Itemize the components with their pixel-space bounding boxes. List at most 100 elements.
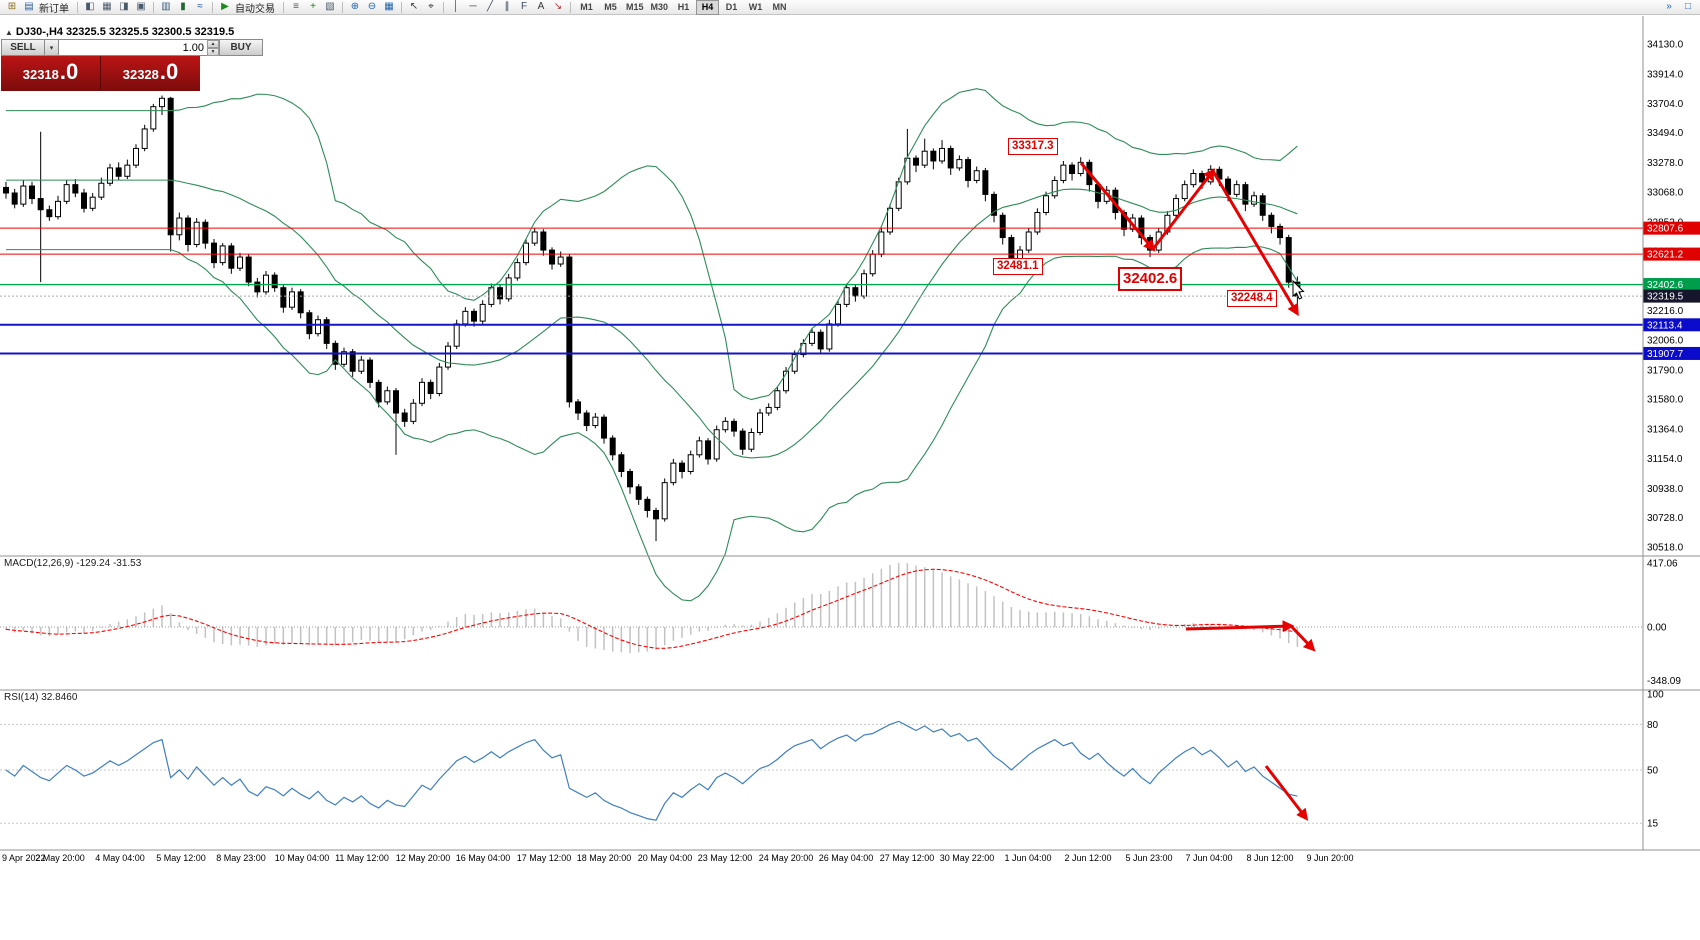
volume-down-button[interactable]: ▼ <box>207 48 219 56</box>
vertical-line-icon[interactable]: │ <box>452 1 460 12</box>
price-badge <box>1643 318 1700 332</box>
expand-icon[interactable]: □ <box>1684 1 1692 12</box>
buy-price: 32328 <box>122 67 159 82</box>
add-indicator-icon[interactable]: + <box>310 1 316 12</box>
panel-toggle-icon[interactable]: ▲ <box>5 28 13 37</box>
timeframe-m1[interactable]: M1 <box>580 2 593 12</box>
svg-text:16 May 04:00: 16 May 04:00 <box>456 853 511 863</box>
volume-input[interactable] <box>59 40 207 55</box>
new-chart-icon[interactable]: ⊞ <box>7 1 17 12</box>
templates-icon[interactable]: ▧ <box>325 1 335 12</box>
sell-button[interactable]: SELL <box>1 39 45 56</box>
svg-text:31154.0: 31154.0 <box>1647 454 1683 465</box>
svg-text:26 May 04:00: 26 May 04:00 <box>819 853 874 863</box>
svg-text:31790.0: 31790.0 <box>1647 365 1684 376</box>
toolbar-right-group: » □ <box>1661 1 1696 14</box>
toolbar-separator <box>283 1 284 13</box>
cursor-icon[interactable]: ↖ <box>409 1 419 12</box>
trend-arrow[interactable] <box>1185 620 1295 633</box>
timeframe-d1[interactable]: D1 <box>725 2 738 12</box>
timeframe-m30[interactable]: M30 <box>650 2 669 12</box>
autotrading-icon-label[interactable]: 自动交易 <box>235 3 275 15</box>
svg-text:15: 15 <box>1647 819 1659 830</box>
toolbar-items: ⊞ ▤ 新订单 ◧ ▦ ◨ ▣ ▥ ▮ ≈ ▶ 自动交易 ≡ + ▧ ⊕ ⊖ ▦ ↖ ⌖ │ ─ ╱ ∥ F A ↘ M1 M5 M15 M… <box>4 0 791 15</box>
svg-text:32402.6: 32402.6 <box>1647 280 1684 291</box>
timeframe-h1[interactable]: H1 <box>677 2 690 12</box>
trend-arrow[interactable] <box>1289 624 1316 652</box>
price-badge <box>1643 346 1700 360</box>
toolbar-separator <box>342 1 343 13</box>
svg-text:417.06: 417.06 <box>1647 558 1678 569</box>
price-annotation[interactable]: 32481.1 <box>993 258 1043 275</box>
svg-text:-348.09: -348.09 <box>1647 676 1681 687</box>
price-annotation[interactable]: 33317.3 <box>1008 138 1058 155</box>
price-badge <box>1643 278 1700 292</box>
price-badge <box>1643 247 1700 261</box>
mouse-cursor-icon <box>1292 279 1305 300</box>
svg-text:9 Jun 20:00: 9 Jun 20:00 <box>1306 853 1353 863</box>
bar-chart-icon[interactable]: ▥ <box>161 1 171 12</box>
candlestick-chart-icon[interactable]: ▮ <box>180 1 186 12</box>
trend-arrow[interactable] <box>1211 170 1299 317</box>
svg-text:2 Jun 12:00: 2 Jun 12:00 <box>1064 853 1111 863</box>
timeframe-m5[interactable]: M5 <box>604 2 617 12</box>
trend-arrow[interactable] <box>1151 168 1216 250</box>
svg-text:33704.0: 33704.0 <box>1647 99 1684 110</box>
new-order-button-label[interactable]: 新订单 <box>39 3 69 15</box>
timeframe-mn[interactable]: MN <box>772 2 787 12</box>
order-options-dropdown[interactable]: ▾ <box>45 39 59 56</box>
svg-text:17 May 12:00: 17 May 12:00 <box>517 853 572 863</box>
svg-text:32319.5: 32319.5 <box>1647 292 1684 303</box>
rsi-label: RSI(14) 32.8460 <box>4 692 78 703</box>
trendline-icon[interactable]: ╱ <box>486 1 494 12</box>
buy-button[interactable]: BUY <box>219 39 263 56</box>
price-annotation[interactable]: 32402.6 <box>1118 267 1183 291</box>
channel-icon[interactable]: ∥ <box>504 1 510 12</box>
market-watch-icon[interactable]: ◧ <box>85 1 95 12</box>
price-annotation[interactable]: 32248.4 <box>1227 290 1277 307</box>
fibonacci-icon[interactable]: F <box>520 1 528 12</box>
trend-arrow[interactable] <box>1264 765 1309 821</box>
svg-text:34130.0: 34130.0 <box>1647 40 1684 51</box>
svg-text:5 Jun 23:00: 5 Jun 23:00 <box>1125 853 1172 863</box>
timeframe-m15[interactable]: M15 <box>626 2 644 12</box>
terminal-icon[interactable]: ▣ <box>136 1 146 12</box>
price-axis[interactable]: 34130.0 33914.0 33704.0 33494.0 33278.0 33068… <box>1647 40 1684 554</box>
sell-price: 32318 <box>22 67 59 82</box>
toolbar-separator <box>570 1 571 13</box>
svg-text:33914.0: 33914.0 <box>1647 70 1684 81</box>
horizontal-line-icon[interactable]: ─ <box>469 1 477 12</box>
svg-text:32216.0: 32216.0 <box>1647 306 1684 317</box>
text-icon[interactable]: A <box>537 1 545 12</box>
volume-up-button[interactable]: ▲ <box>207 40 219 48</box>
timeframe-w1[interactable]: W1 <box>748 2 763 12</box>
horizontal-lines[interactable]: 32807.6 32621.2 32402.6 32113.4 31907.7 32319… <box>0 221 1700 360</box>
profiles-icon[interactable]: ≡ <box>293 1 299 12</box>
autotrading-icon[interactable]: ▶ <box>221 1 229 12</box>
timeframe-h4[interactable]: H4 <box>696 0 720 15</box>
sell-price-display[interactable]: 32318 .0 <box>1 56 101 91</box>
line-chart-icon[interactable]: ≈ <box>197 1 203 12</box>
tile-windows-icon[interactable]: ▦ <box>384 1 394 12</box>
crosshair-icon[interactable]: ⌖ <box>428 1 434 12</box>
svg-text:8 Jun 12:00: 8 Jun 12:00 <box>1246 853 1293 863</box>
navigator-icon[interactable]: ◨ <box>119 1 129 12</box>
zoom-in-icon[interactable]: ⊕ <box>350 1 360 12</box>
volume-spinner: ▲ ▼ <box>207 40 219 56</box>
svg-text:11 May 12:00: 11 May 12:00 <box>335 853 389 863</box>
dock-icon[interactable]: » <box>1666 1 1672 12</box>
buy-price-display[interactable]: 32328 .0 <box>101 56 200 91</box>
data-window-icon[interactable]: ▦ <box>102 1 112 12</box>
symbol-ohlc-text: DJ30-,H4 32325.5 32325.5 32300.5 32319.5 <box>15 26 235 38</box>
arrows-icon[interactable]: ↘ <box>553 1 563 12</box>
toolbar-separator <box>77 1 78 13</box>
new-order-button[interactable]: ▤ <box>24 1 34 12</box>
zoom-out-icon[interactable]: ⊖ <box>367 1 377 12</box>
svg-text:30938.0: 30938.0 <box>1647 484 1684 495</box>
svg-text:32807.6: 32807.6 <box>1647 224 1684 235</box>
trend-arrow[interactable] <box>1079 162 1156 252</box>
trend-arrows[interactable] <box>1079 162 1316 821</box>
